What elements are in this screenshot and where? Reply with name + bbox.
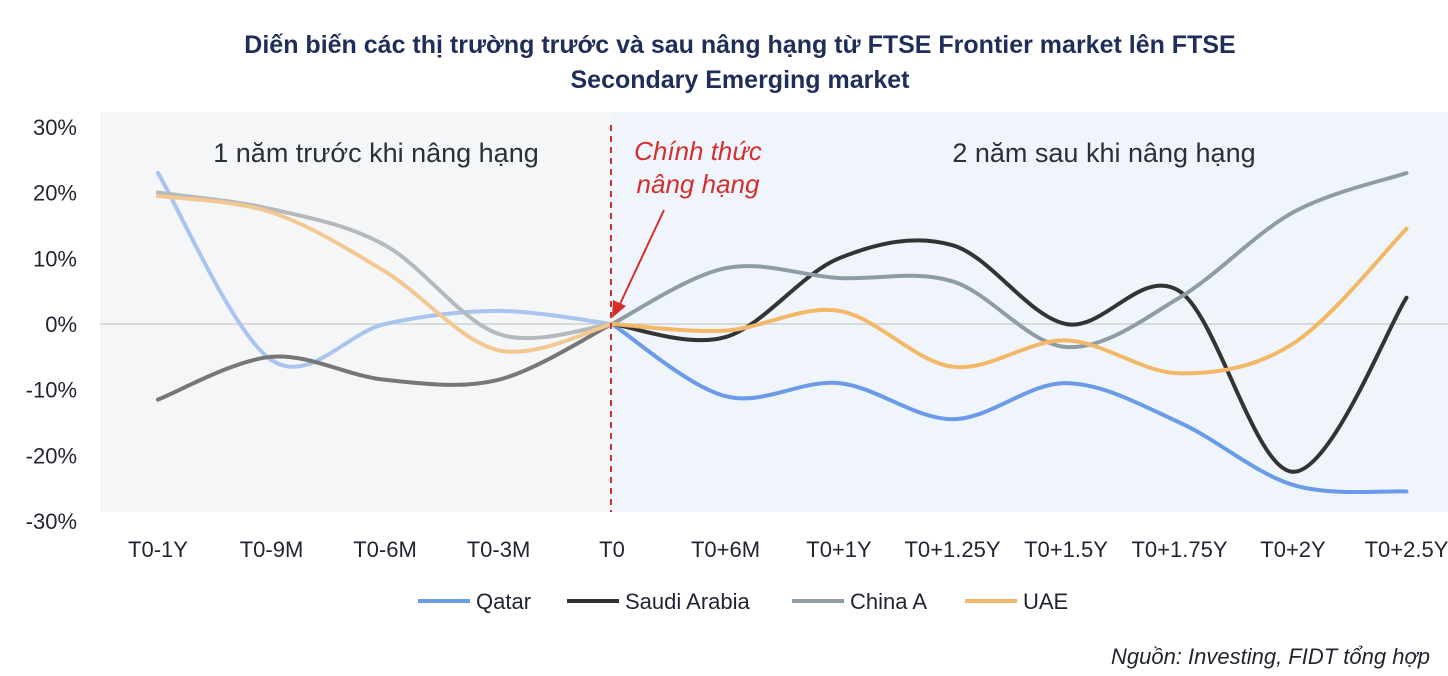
chart-title-line2: Secondary Emerging market [570,66,910,94]
y-tick-label: 30% [33,115,77,140]
x-tick-label: T0 [599,537,625,562]
y-tick-label: 0% [45,312,77,337]
legend-label-uae: UAE [1023,589,1068,614]
x-tick-label: T0+1.25Y [904,537,1000,562]
series-line-qatar-before [156,170,614,369]
x-axis-ticks: T0-1Y T0-9M T0-6M T0-3M T0 T0+6M T0+1Y T0+1.25Y… [128,537,1448,562]
series-line-saudi-arabia-before [156,322,614,402]
y-tick-label: -30% [26,509,77,534]
x-tick-label: T0+1.75Y [1131,537,1227,562]
x-tick-label: T0-1Y [128,537,188,562]
annotation-line2: nâng hạng [637,169,760,199]
series-line-china-a-after [610,171,1409,350]
series-line-uae-after [610,226,1409,376]
legend-label-qatar: Qatar [476,589,531,614]
region-after-label: 2 năm sau khi nâng hạng [952,138,1255,168]
annotation-arrow [612,209,665,318]
y-tick-label: 20% [33,181,77,206]
source-note: Nguồn: Investing, FIDT tổng hợp [1111,644,1430,669]
x-tick-label: T0+2.5Y [1365,537,1448,562]
legend-label-saudi-arabia: Saudi Arabia [625,589,751,614]
region-before-label: 1 năm trước khi nâng hạng [213,138,538,168]
panel-after-upgrade [611,112,1448,512]
series-line-qatar-after [610,322,1409,495]
legend: Qatar Saudi Arabia China A UAE [418,589,1068,614]
x-tick-label: T0+1Y [806,537,872,562]
series-line-uae-before [156,193,614,354]
x-tick-label: T0+1.5Y [1024,537,1108,562]
x-tick-label: T0-9M [240,537,304,562]
chart-title-line1: Diến biến các thị trường trước và sau nâ… [244,31,1235,59]
series-line-saudi-arabia-after [610,238,1409,474]
y-tick-label: -10% [26,378,77,403]
x-tick-label: T0-3M [467,537,531,562]
x-tick-label: T0-6M [353,537,417,562]
y-axis-ticks: 30% 20% 10% 0% -10% -20% -30% [26,115,77,534]
x-tick-label: T0+2Y [1260,537,1326,562]
y-tick-label: -20% [26,443,77,468]
legend-label-china-a: China A [850,589,927,614]
annotation-line1: Chính thức [634,136,762,166]
x-tick-label: T0+6M [691,537,760,562]
series-lines [156,170,1409,495]
y-tick-label: 10% [33,246,77,271]
